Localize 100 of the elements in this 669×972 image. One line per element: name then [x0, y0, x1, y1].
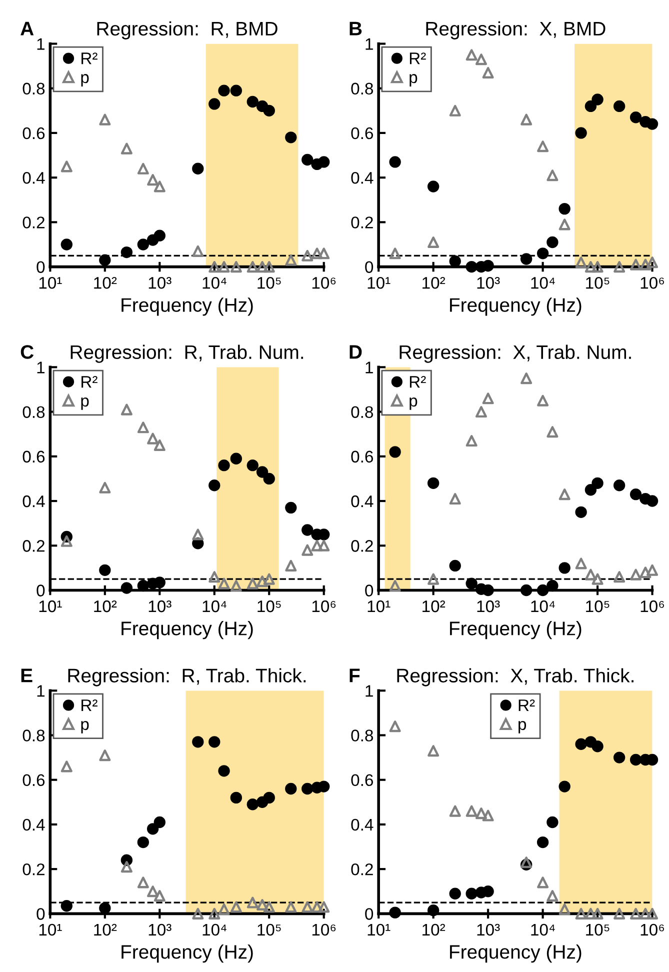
y-tick-label: 0: [365, 261, 374, 274]
legend-label: R²: [82, 699, 98, 712]
text: D: [350, 345, 362, 359]
x-tick-label: 10⁵: [258, 924, 281, 936]
text: F: [350, 668, 360, 682]
legend-label: R²: [410, 52, 426, 64]
y-tick-label: 0.4: [351, 495, 374, 508]
x-tick-label: 10³: [148, 924, 172, 936]
legend-label: R²: [410, 376, 426, 388]
y-tick-label: 0.8: [22, 406, 45, 418]
legend-label: p: [410, 398, 418, 410]
y-tick-label: 0.2: [22, 540, 44, 552]
x-tick-label: 10²: [94, 600, 117, 612]
y-tick-label: 0.6: [351, 127, 373, 140]
x-axis-title: Frequency (Hz): [122, 621, 253, 640]
x-tick-label: 10²: [94, 276, 117, 289]
y-tick-label: 0.6: [22, 450, 45, 463]
x-tick-label: 10²: [94, 924, 117, 936]
y-tick-label: 0: [365, 584, 374, 596]
y-tick-label: 0.8: [351, 730, 374, 742]
y-tick-label: 0.2: [351, 216, 373, 228]
x-tick-label: 10¹: [39, 600, 62, 612]
text: A: [20, 22, 34, 36]
legend-label: p: [81, 398, 89, 410]
y-tick-label: 0.2: [22, 863, 44, 876]
x-tick-label: 10⁵: [586, 276, 610, 289]
chart-title: Regression: R, Trab. Num.: [70, 344, 304, 363]
y-tick-label: 0.6: [351, 774, 373, 786]
x-tick-label: 10¹: [39, 924, 62, 936]
x-axis-title: Frequency (Hz): [450, 621, 582, 640]
x-axis-title: Frequency (Hz): [450, 298, 582, 316]
y-tick-label: 0: [36, 908, 45, 920]
y-tick-label: 0.8: [22, 82, 45, 95]
x-tick-label: 10³: [477, 276, 500, 289]
y-tick-label: 1: [37, 38, 44, 50]
chart-title: Regression: R, Trab. Thick.: [68, 668, 306, 686]
legend-label: R²: [82, 52, 98, 64]
chart-title: Regression: X, Trab. Thick.: [397, 668, 634, 686]
x-tick-label: 10⁶: [640, 600, 664, 612]
x-tick-label: 10⁴: [202, 276, 226, 289]
y-tick-label: 1: [37, 685, 44, 697]
x-tick-label: 10³: [477, 600, 500, 612]
y-tick-label: 0: [365, 908, 374, 920]
y-tick-label: 0.2: [22, 216, 44, 228]
y-tick-label: 0.8: [351, 406, 374, 418]
x-tick-label: 10²: [422, 276, 446, 289]
x-tick-label: 10³: [148, 276, 172, 289]
x-tick-label: 10²: [422, 924, 446, 936]
text: C: [20, 345, 34, 359]
x-tick-label: 10¹: [368, 600, 390, 612]
y-tick-label: 0: [36, 261, 45, 274]
x-tick-label: 10⁵: [258, 276, 281, 289]
y-tick-label: 0.4: [22, 172, 45, 184]
y-tick-label: 0.4: [22, 495, 45, 508]
y-tick-label: 0.8: [22, 730, 45, 742]
legend-label: p: [518, 720, 526, 734]
x-tick-label: 10³: [477, 924, 500, 936]
x-tick-label: 10³: [148, 600, 172, 612]
y-tick-label: 0.4: [351, 172, 374, 184]
x-tick-label: 10⁶: [640, 924, 664, 936]
legend-label: R²: [82, 376, 98, 388]
x-tick-label: 10¹: [39, 276, 62, 289]
y-tick-label: 0.4: [22, 818, 45, 831]
x-tick-label: 10²: [422, 600, 446, 612]
y-tick-label: 0: [36, 584, 45, 596]
x-axis-title: Frequency (Hz): [450, 944, 582, 963]
x-tick-label: 10⁴: [531, 600, 555, 612]
x-tick-label: 10⁶: [312, 924, 336, 936]
x-tick-label: 10⁶: [312, 600, 336, 612]
x-tick-label: 10⁴: [202, 924, 226, 936]
text: E: [21, 668, 32, 682]
x-tick-label: 10¹: [368, 924, 390, 936]
x-tick-label: 10⁵: [586, 600, 610, 612]
x-tick-label: 10⁴: [531, 924, 555, 936]
x-tick-label: 10⁵: [258, 600, 281, 612]
x-tick-label: 10⁴: [202, 600, 226, 612]
x-tick-label: 10⁴: [531, 276, 555, 289]
y-tick-label: 0.4: [351, 818, 374, 831]
legend-label: R²: [518, 699, 535, 712]
x-tick-label: 10⁵: [586, 924, 610, 936]
y-tick-label: 1: [366, 38, 373, 50]
x-tick-label: 10¹: [368, 276, 390, 289]
y-tick-label: 0.6: [22, 127, 45, 140]
legend-label: p: [81, 720, 89, 734]
y-tick-label: 1: [37, 362, 44, 374]
text: B: [350, 22, 362, 36]
chart-title: Regression: X, Trab. Num.: [400, 344, 631, 363]
y-tick-label: 1: [366, 362, 373, 374]
y-tick-label: 1: [366, 685, 373, 697]
y-tick-label: 0.6: [22, 774, 45, 786]
x-tick-label: 10⁶: [640, 276, 664, 289]
chart-title: Regression: R, BMD: [97, 21, 278, 40]
y-tick-label: 0.2: [351, 540, 373, 552]
x-axis-title: Frequency (Hz): [122, 944, 253, 963]
chart-title: Regression: X, BMD: [426, 21, 606, 40]
y-tick-label: 0.6: [351, 450, 373, 463]
x-tick-label: 10⁶: [312, 276, 336, 289]
legend-label: p: [410, 74, 418, 86]
y-tick-label: 0.8: [351, 82, 374, 95]
legend-label: p: [81, 74, 89, 86]
